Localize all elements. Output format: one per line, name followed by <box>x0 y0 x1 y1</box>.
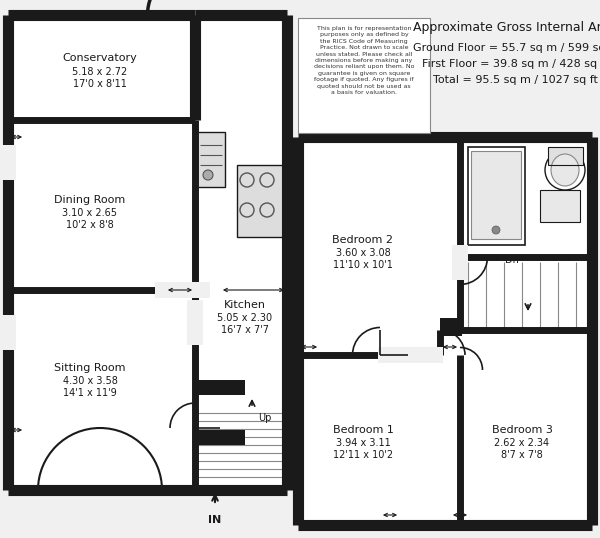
Bar <box>452 245 468 280</box>
Bar <box>440 318 462 336</box>
Text: Approximate Gross Internal Area: Approximate Gross Internal Area <box>413 22 600 34</box>
Text: 16'7 x 7'7: 16'7 x 7'7 <box>221 325 269 335</box>
Text: 12'11 x 10'2: 12'11 x 10'2 <box>333 450 393 460</box>
Bar <box>540 190 580 222</box>
Text: Conservatory: Conservatory <box>62 53 137 63</box>
Bar <box>8 290 195 490</box>
Text: Dn: Dn <box>505 255 519 265</box>
Bar <box>460 257 592 330</box>
Bar <box>0 145 16 180</box>
Bar <box>378 347 443 363</box>
Text: 5.18 x 2.72: 5.18 x 2.72 <box>73 67 128 77</box>
Text: 10'2 x 8'8: 10'2 x 8'8 <box>66 220 114 230</box>
Text: Ground Floor = 55.7 sq m / 599 sq ft: Ground Floor = 55.7 sq m / 599 sq ft <box>413 43 600 53</box>
Bar <box>195 380 245 395</box>
Bar <box>298 137 460 355</box>
Bar <box>460 137 592 257</box>
Bar <box>298 355 460 525</box>
Bar <box>471 151 521 239</box>
Wedge shape <box>38 428 162 490</box>
Text: Dining Room: Dining Room <box>55 195 125 205</box>
Text: 3.10 x 2.65: 3.10 x 2.65 <box>62 208 118 218</box>
Bar <box>8 15 195 120</box>
Text: Sitting Room: Sitting Room <box>54 363 126 373</box>
Text: 2.62 x 2.34: 2.62 x 2.34 <box>494 438 550 448</box>
Bar <box>237 165 285 237</box>
Text: 11'10 x 10'1: 11'10 x 10'1 <box>333 260 393 270</box>
Bar <box>298 18 430 133</box>
Circle shape <box>203 170 213 180</box>
Bar <box>460 330 592 525</box>
Text: Up: Up <box>259 413 272 423</box>
Bar <box>471 151 521 239</box>
Text: Bedroom 3: Bedroom 3 <box>491 425 553 435</box>
Text: 4.30 x 3.58: 4.30 x 3.58 <box>62 376 118 386</box>
Bar <box>548 147 583 165</box>
Text: Bedroom 1: Bedroom 1 <box>332 425 394 435</box>
Text: Bedroom 2: Bedroom 2 <box>332 235 394 245</box>
Text: 5.05 x 2.30: 5.05 x 2.30 <box>217 313 272 323</box>
Bar <box>468 147 525 245</box>
Text: IN: IN <box>208 515 221 525</box>
Bar <box>548 147 583 165</box>
Text: 8'7 x 7'8: 8'7 x 7'8 <box>501 450 543 460</box>
Bar <box>195 430 245 445</box>
Bar <box>197 132 225 187</box>
Text: 17'0 x 8'11: 17'0 x 8'11 <box>73 79 127 89</box>
Bar <box>468 147 525 245</box>
Text: This plan is for representation
purposes only as defined by
the RICS Code of Mea: This plan is for representation purposes… <box>314 26 414 95</box>
Ellipse shape <box>551 154 579 186</box>
Text: First Floor = 39.8 sq m / 428 sq ft: First Floor = 39.8 sq m / 428 sq ft <box>422 59 600 69</box>
Text: Kitchen: Kitchen <box>224 300 266 310</box>
Bar <box>197 132 225 187</box>
Text: 3.60 x 3.08: 3.60 x 3.08 <box>335 248 391 258</box>
Text: Total = 95.5 sq m / 1027 sq ft: Total = 95.5 sq m / 1027 sq ft <box>433 75 598 85</box>
Bar <box>195 15 287 490</box>
Bar <box>237 165 285 237</box>
Bar <box>155 282 210 298</box>
Text: 14'1 x 11'9: 14'1 x 11'9 <box>63 388 117 398</box>
Bar <box>0 315 16 350</box>
Bar <box>540 190 580 222</box>
Bar <box>187 300 203 345</box>
Bar <box>8 120 195 290</box>
Bar <box>298 18 430 133</box>
Text: 3.94 x 3.11: 3.94 x 3.11 <box>335 438 391 448</box>
Circle shape <box>545 150 585 190</box>
Circle shape <box>492 226 500 234</box>
